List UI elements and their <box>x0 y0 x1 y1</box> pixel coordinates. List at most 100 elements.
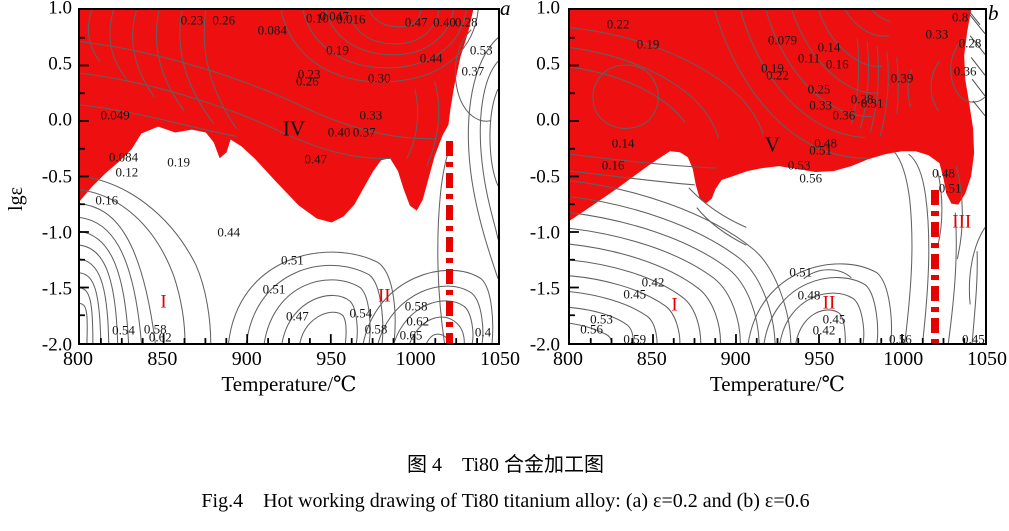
x-tick-label: 900 <box>720 348 751 370</box>
contour-label: 0.16 <box>601 157 625 173</box>
contour-label: 0.62 <box>148 329 172 345</box>
contour-label: 0.084 <box>108 149 139 165</box>
y-tick-label: -1.5 <box>529 278 560 300</box>
instability-boundary-line <box>931 189 940 343</box>
contour-label: 0.8 <box>951 9 969 25</box>
y-tick-label: 0.5 <box>536 53 560 75</box>
region-label-I: I <box>160 291 167 313</box>
contour-label: 0.25 <box>807 81 831 97</box>
x-tick-label: 1000 <box>395 348 436 370</box>
contour-label: 0.45 <box>623 286 647 302</box>
x-tick-label: 850 <box>636 348 667 370</box>
contour-label: 0.19 <box>761 60 784 76</box>
contour-plot-svg <box>80 10 498 343</box>
contour-label: 0.37 <box>352 124 376 140</box>
y-tick-label: -0.5 <box>41 166 72 187</box>
contour-label: 0.12 <box>115 164 139 180</box>
contour-label: 0.51 <box>789 264 813 280</box>
contour-label: 0.53 <box>469 42 493 58</box>
y-tick-label: 1.0 <box>536 0 560 19</box>
contour-label: 0.59 <box>623 331 647 347</box>
axis-tick-marks <box>570 36 966 343</box>
contour-label: 0.65 <box>399 327 423 343</box>
contour-label: 0.26 <box>212 12 236 28</box>
contour-label: 0.049 <box>100 107 130 123</box>
contour-label: 0.58 <box>364 321 388 337</box>
contour-label: 0.48 <box>797 287 821 303</box>
y-tick-label: -0.5 <box>529 166 560 187</box>
instability-region-fill <box>80 10 474 223</box>
contour-label: 0.22 <box>766 67 789 83</box>
contour-label: 0.23 <box>297 66 321 82</box>
contour-label: 0.33 <box>925 26 949 42</box>
contour-lines <box>570 10 985 343</box>
caption-chinese: 图 4 Ti80 合金加工图 <box>406 454 605 476</box>
x-tick-labels: 800 850 900 950 1000 1050 <box>553 347 1007 373</box>
contour-plot-svg <box>570 10 985 343</box>
contour-label: 0.23 <box>180 12 204 28</box>
contour-label: 0.53 <box>590 311 613 327</box>
contour-label: 0.28 <box>454 14 478 30</box>
x-axis-title: Temperature/℃ <box>221 372 357 396</box>
region-label-III: III <box>952 211 972 233</box>
contour-label: 0.4 <box>474 324 492 340</box>
instability-boundary-line <box>446 140 453 343</box>
contour-label: 0.30 <box>367 70 391 86</box>
x-tick-label: 1050 <box>480 348 520 370</box>
y-tick-label: 0.0 <box>536 109 560 131</box>
contour-label: 0.62 <box>406 313 430 329</box>
axis-tick-marks <box>80 36 478 343</box>
region-label-I: I <box>671 294 678 316</box>
contour-label: 0.19 <box>167 154 191 170</box>
x-tick-label: 900 <box>231 348 262 370</box>
contour-label: 0.47 <box>404 14 428 30</box>
contour-label: 0.54 <box>349 305 373 321</box>
contour-label: 0.58 <box>143 321 167 337</box>
x-tick-label: 850 <box>147 348 178 370</box>
contour-label: 0.19 <box>326 42 349 58</box>
contour-label: 0.56 <box>580 321 603 337</box>
contour-label: 0.54 <box>112 322 135 338</box>
contour-label: 0.56 <box>888 331 912 347</box>
contour-label: 0.48 <box>932 165 955 181</box>
contour-label: 0.51 <box>809 142 833 158</box>
contour-label: 0.016 <box>336 11 366 27</box>
contour-label: 0.33 <box>359 107 383 123</box>
contour-label: 0.39 <box>890 70 914 86</box>
contour-label: 0.047 <box>319 8 349 24</box>
plot-area: 0.23 0.26 0.084 0.10 0.047 0.016 0.19 0.47 0.40 0… <box>78 8 500 345</box>
contour-label: 0.28 <box>850 91 874 107</box>
contour-label: 0.51 <box>280 252 304 268</box>
panel-letter-a: a <box>500 0 511 20</box>
hatched-strip <box>967 10 985 117</box>
contour-label: 0.44 <box>419 50 443 66</box>
y-tick-label: 1.0 <box>48 0 72 19</box>
contour-label: 0.51 <box>262 281 286 297</box>
contour-label: 0.079 <box>767 32 798 48</box>
region-label-V: V <box>764 132 781 157</box>
y-tick-labels: 1.0 0.5 0.0 -0.5 -1.0 -1.5 -2.0 <box>518 0 564 355</box>
contour-label: 0.42 <box>812 322 836 338</box>
contour-label: 0.36 <box>953 63 977 79</box>
contour-label: 0.33 <box>809 97 833 113</box>
contour-label: 0.42 <box>641 274 665 290</box>
region-label-II: II <box>822 292 836 314</box>
contour-label: 0.44 <box>217 224 241 240</box>
y-tick-label: 0.0 <box>48 109 72 131</box>
y-tick-label: -2.0 <box>529 334 560 356</box>
contour-label: 0.40 <box>433 14 456 30</box>
x-tick-label: 950 <box>316 348 347 370</box>
panel-letter-b: b <box>988 1 999 25</box>
contour-label: 0.26 <box>296 73 319 89</box>
contour-label: 0.37 <box>461 63 485 79</box>
x-axis-title: Temperature/℃ <box>709 372 846 396</box>
contour-label: 0.58 <box>404 298 428 314</box>
contour-label: 0.16 <box>825 56 849 72</box>
contour-label: 0.31 <box>860 95 884 111</box>
region-label-II: II <box>377 285 391 307</box>
contour-label: 0.36 <box>832 107 856 123</box>
x-tick-labels: 800 850 900 950 1000 1050 <box>63 347 520 373</box>
